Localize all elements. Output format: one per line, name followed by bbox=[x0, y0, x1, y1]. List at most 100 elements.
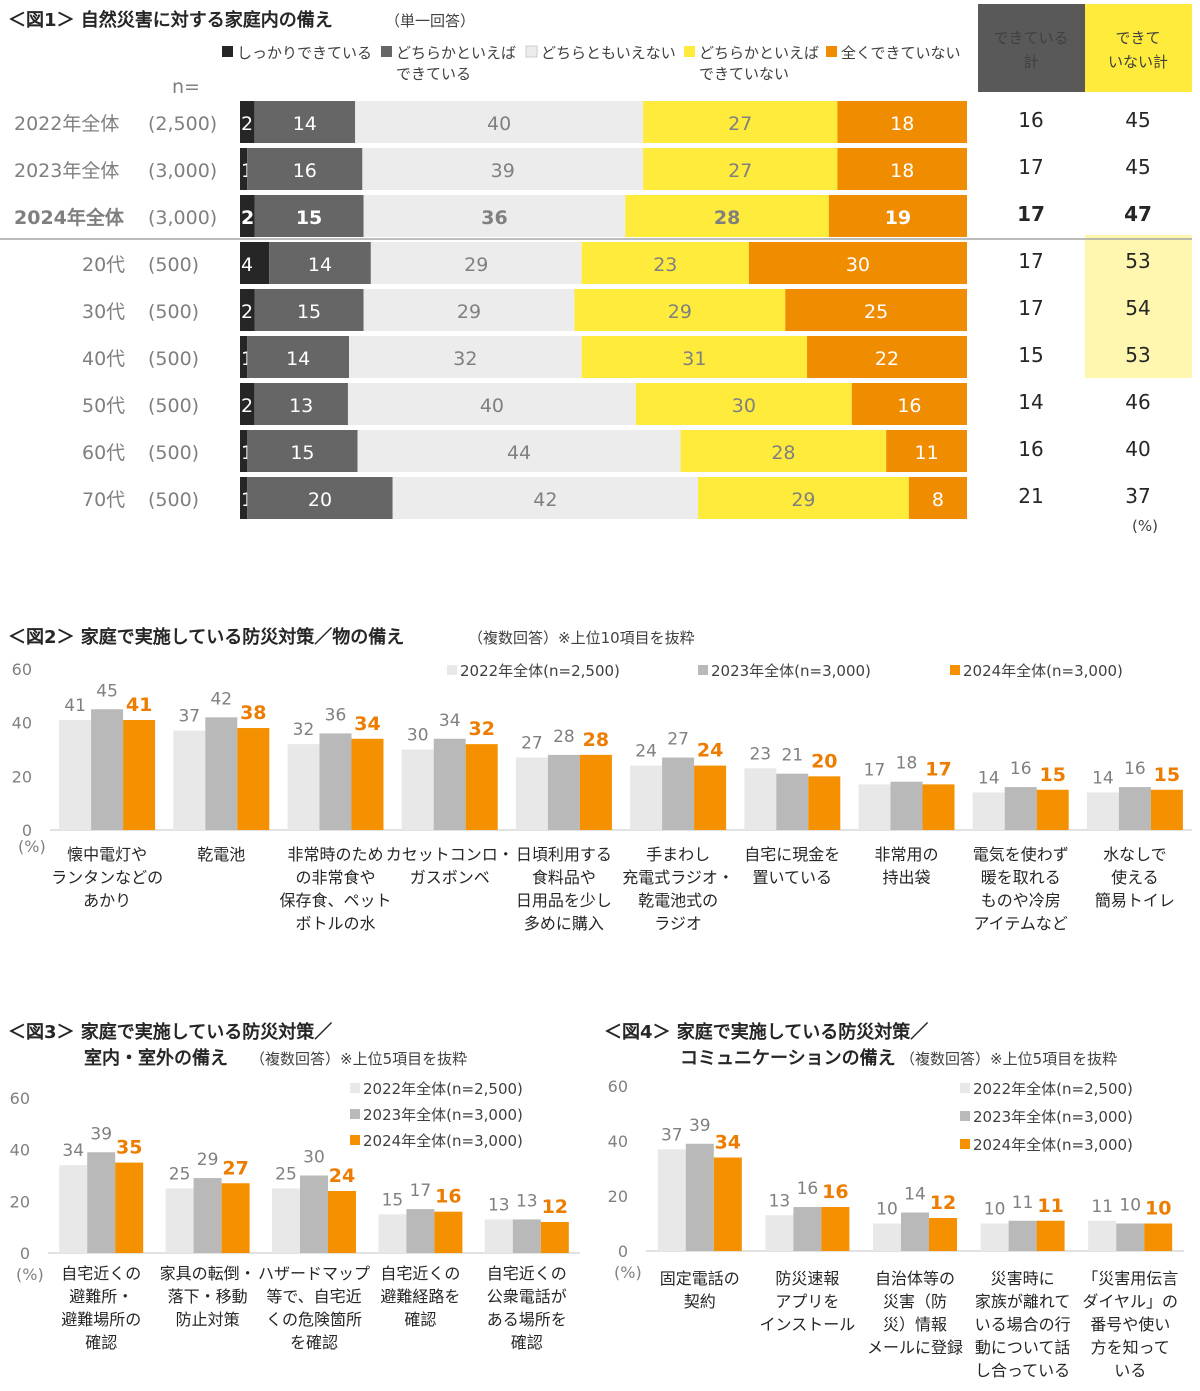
fig3-category: 自宅近くの避難所・避難場所の確認 bbox=[61, 1264, 141, 1352]
fig1-legend-swatch bbox=[525, 45, 538, 58]
fig4-category: 災害時に家族が離れている場合の行動について話し合っている bbox=[975, 1269, 1071, 1380]
fig3-ytick: 20 bbox=[10, 1192, 30, 1211]
fig4-note: （複数回答）※上位5項目を抜粋 bbox=[900, 1050, 1117, 1068]
fig1-bar-label: 15 bbox=[297, 301, 321, 323]
fig1-row-n: (500) bbox=[148, 348, 199, 370]
fig1-legend-swatch bbox=[826, 46, 837, 57]
fig1-notdone-total: 46 bbox=[1125, 390, 1150, 414]
fig2-bar-label: 14 bbox=[1092, 768, 1114, 788]
fig3-bar-label: 24 bbox=[329, 1165, 355, 1187]
fig1-bar-segment bbox=[828, 195, 967, 237]
fig2-bar bbox=[1036, 789, 1069, 830]
fig1-bar-segment bbox=[254, 383, 348, 425]
fig1-row-n: (2,500) bbox=[148, 113, 217, 135]
fig4-bar-label: 10 bbox=[1119, 1196, 1141, 1216]
fig1-notdone-total: 40 bbox=[1125, 437, 1150, 461]
fig1-notdone-header: できていない計 bbox=[1108, 29, 1168, 71]
fig1-bar-label: 2 bbox=[241, 113, 253, 135]
fig2-bar-label: 28 bbox=[553, 727, 575, 747]
fig3-bar-label: 13 bbox=[516, 1191, 538, 1211]
fig1-bar-segment bbox=[574, 289, 786, 331]
fig1-bar-segment bbox=[785, 289, 967, 331]
fig1-bar-segment bbox=[635, 383, 852, 425]
fig4-bar bbox=[1116, 1223, 1145, 1251]
fig2-bar bbox=[744, 768, 777, 830]
fig1-bar-label: 44 bbox=[507, 442, 531, 464]
fig1-bar-segment bbox=[908, 477, 967, 519]
fig2-bar-label: 14 bbox=[978, 768, 1000, 788]
fig1-legend-swatch bbox=[222, 46, 233, 57]
fig3-ytick: 40 bbox=[10, 1141, 30, 1160]
fig1-bar-segment bbox=[347, 383, 636, 425]
fig2-bar-label: 27 bbox=[521, 734, 543, 754]
fig1-bar-label: 32 bbox=[453, 348, 477, 370]
fig1-bar-segment bbox=[363, 195, 626, 237]
fig1-bar-label: 16 bbox=[293, 160, 317, 182]
fig1-row-label: 2023年全体 bbox=[14, 160, 119, 182]
fig4-bar-label: 14 bbox=[904, 1185, 926, 1205]
fig1-title: ＜図1＞ 自然災害に対する家庭内の備え bbox=[8, 9, 333, 31]
fig4-pct: (%) bbox=[614, 1263, 642, 1282]
fig2-category: 非常時のための非常食や保存食、ペットボトルの水 bbox=[279, 845, 391, 933]
fig3-category: 自宅近くの公衆電話がある場所を確認 bbox=[487, 1264, 567, 1352]
fig2-bar bbox=[433, 738, 466, 830]
fig4-bar bbox=[657, 1149, 686, 1251]
fig3-bar-label: 17 bbox=[410, 1181, 432, 1201]
fig1-bar-label: 18 bbox=[890, 160, 914, 182]
fig1-bar-label: 2 bbox=[241, 301, 253, 323]
fig2-bar bbox=[858, 784, 891, 830]
fig2-bar-label: 16 bbox=[1010, 759, 1032, 779]
fig1-bar-label: 23 bbox=[653, 254, 677, 276]
fig2-bar-label: 36 bbox=[325, 705, 347, 725]
fig2-bar bbox=[237, 728, 270, 830]
fig2-bar bbox=[351, 738, 384, 830]
fig2-category: カセットコンロ・ガスボンベ bbox=[386, 845, 514, 887]
fig1-bar-label: 16 bbox=[897, 395, 921, 417]
fig2-bar bbox=[1150, 789, 1183, 830]
fig2-bar-label: 37 bbox=[178, 707, 200, 727]
fig3-bar bbox=[165, 1188, 194, 1253]
fig2-bar-label: 20 bbox=[811, 750, 837, 772]
fig2-category: 自宅に現金を置いている bbox=[744, 845, 840, 887]
fig1-notdone-total: 53 bbox=[1125, 343, 1150, 367]
fig4-category: 固定電話の契約 bbox=[660, 1269, 740, 1311]
fig2-category: 乾電池 bbox=[197, 845, 245, 864]
fig1-bar-label: 20 bbox=[308, 489, 332, 511]
fig3-bar bbox=[115, 1162, 144, 1253]
fig1-bar-segment bbox=[748, 242, 967, 284]
fig4-bar-label: 10 bbox=[1145, 1198, 1171, 1220]
fig1-bar-label: 14 bbox=[308, 254, 332, 276]
fig4-legend-swatch bbox=[960, 1139, 970, 1149]
fig3-bar bbox=[378, 1214, 407, 1253]
fig4-legend-label: 2024年全体(n=3,000) bbox=[973, 1136, 1133, 1154]
fig3-bar-label: 29 bbox=[197, 1150, 219, 1170]
fig1-bar-label: 40 bbox=[487, 113, 511, 135]
fig4-ytick: 0 bbox=[618, 1242, 628, 1261]
fig4-legend-swatch bbox=[960, 1083, 970, 1093]
fig4-ytick: 60 bbox=[608, 1077, 628, 1096]
fig2-bar-label: 24 bbox=[697, 740, 723, 762]
fig2-category: 非常用の持出袋 bbox=[874, 845, 938, 887]
fig1-pct: (%) bbox=[1132, 517, 1158, 535]
fig1-bar-segment bbox=[240, 101, 255, 143]
fig4-bar bbox=[685, 1143, 714, 1251]
fig3-ytick: 60 bbox=[10, 1089, 30, 1108]
fig4-bar-label: 16 bbox=[822, 1181, 848, 1203]
fig3-bar-label: 35 bbox=[116, 1137, 142, 1159]
fig3-bar bbox=[59, 1165, 88, 1253]
fig1-bar-label: 2 bbox=[241, 207, 254, 229]
fig4-bar bbox=[765, 1215, 794, 1251]
fig4-bar bbox=[1036, 1220, 1065, 1251]
fig1-done-total: 16 bbox=[1018, 108, 1043, 132]
fig2-bar-label: 16 bbox=[1124, 759, 1146, 779]
fig1-done-total: 17 bbox=[1018, 155, 1043, 179]
fig1-row-label: 50代 bbox=[82, 395, 125, 417]
fig1-bar-segment bbox=[269, 242, 371, 284]
fig2-bar-label: 38 bbox=[240, 702, 266, 724]
fig1-legend-label: どちらともいえない bbox=[541, 44, 676, 62]
fig2-bar-label: 18 bbox=[896, 754, 918, 774]
fig1-row-n: (3,000) bbox=[148, 207, 217, 229]
fig1-bar-segment bbox=[886, 430, 967, 472]
fig1-bar-segment bbox=[698, 477, 909, 519]
